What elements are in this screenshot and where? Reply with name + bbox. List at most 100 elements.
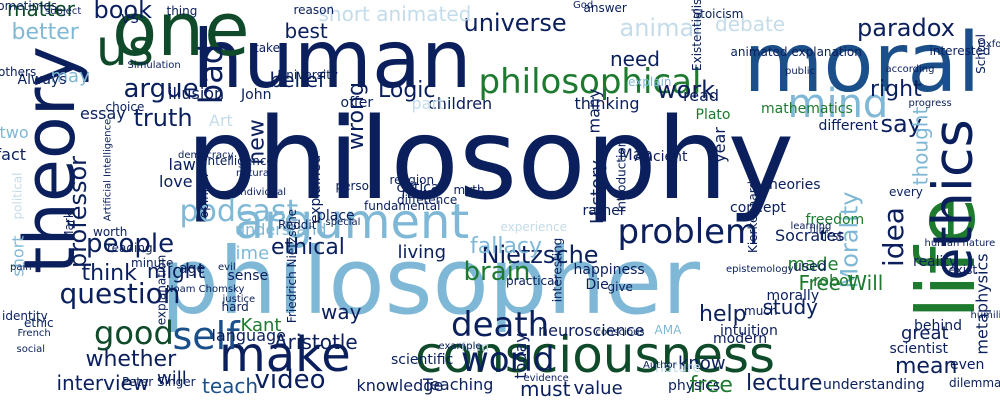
word: dilemma (949, 376, 1000, 390)
word: explain (628, 75, 672, 89)
word: freedom (805, 212, 865, 228)
word: teach (202, 374, 259, 398)
word: Oxford (978, 39, 1000, 50)
word: illusion (168, 84, 225, 103)
word: age (179, 261, 206, 277)
word: AMA (654, 323, 682, 337)
word: exist (948, 263, 978, 277)
word: difference (397, 193, 458, 207)
word: help (699, 302, 747, 327)
word: Artificial Intelligence (101, 118, 113, 222)
word: read (683, 86, 720, 105)
word: Stoicism (692, 7, 744, 21)
word: Intelligence (204, 154, 274, 168)
word: know (678, 353, 726, 374)
word: consciousness (415, 326, 776, 384)
word: film (809, 225, 829, 236)
word: Ancient (634, 149, 688, 165)
word: philosophical (478, 62, 702, 102)
word: Man (619, 145, 653, 164)
word: fallacy (470, 234, 543, 259)
word: belief (269, 68, 325, 92)
word: animal (619, 14, 701, 42)
word: myth (453, 183, 485, 197)
word: theories (763, 177, 821, 193)
word: reading (107, 241, 153, 255)
word: two (0, 123, 29, 142)
word: will (157, 368, 187, 389)
word: democracy (178, 150, 234, 161)
word: even (950, 357, 985, 373)
word: mind (787, 81, 889, 127)
word: Art (209, 111, 233, 130)
word: offer (340, 95, 374, 111)
word: practical (506, 274, 558, 288)
word: Kierkegaard (746, 180, 761, 254)
word: justice (222, 294, 256, 305)
word: intuition (720, 323, 778, 339)
word: many (584, 88, 603, 134)
word: behind (914, 318, 963, 334)
word: matter (7, 0, 75, 21)
word: universe (463, 9, 567, 37)
word: identity (2, 309, 48, 323)
word: essay (80, 104, 126, 123)
word: special (325, 217, 361, 228)
word: wrong (343, 82, 369, 150)
word: public (785, 66, 816, 77)
word: need (610, 47, 660, 71)
word: part (411, 94, 445, 113)
word: concept (730, 200, 786, 216)
word: value (573, 378, 623, 399)
word: philosophy (186, 95, 795, 225)
word: us (96, 19, 154, 77)
word: podcast (179, 194, 299, 229)
word: Aristotle (274, 330, 358, 354)
word: brain (463, 257, 531, 287)
word: evil (218, 262, 236, 273)
word: ethic (24, 316, 54, 330)
word: lecture (746, 371, 823, 396)
word: Teaching (423, 375, 494, 394)
word: social (16, 344, 46, 355)
word: minute (131, 256, 174, 270)
word: interview (56, 371, 150, 395)
word: self (172, 314, 240, 358)
word: must (520, 377, 571, 400)
word: made (787, 254, 839, 275)
word: animated explanation (730, 45, 862, 59)
word: modern (713, 331, 768, 347)
word: work (657, 76, 716, 104)
word: understand (235, 220, 327, 239)
word: knowledge (356, 376, 444, 395)
word: video (254, 365, 326, 395)
word: Nietzsche (481, 241, 599, 269)
word: scientific (391, 352, 454, 368)
word: sometimes (0, 0, 58, 13)
word: learning (790, 221, 832, 232)
word: study (762, 295, 818, 319)
word: book (93, 0, 153, 24)
word: human (192, 13, 472, 106)
word: Always (17, 72, 67, 88)
word: epistemology (726, 264, 794, 275)
word: might (147, 259, 206, 283)
word: answer (583, 1, 627, 15)
word: humility (970, 310, 1000, 321)
word: physics (668, 378, 721, 394)
word: conscious (595, 327, 645, 338)
word: paradox (857, 14, 955, 42)
word: mathematics (761, 101, 853, 117)
word: give (607, 280, 633, 294)
word: Simulation (127, 60, 181, 71)
word: take (254, 41, 280, 55)
word: rather (582, 203, 626, 219)
word: University (277, 68, 339, 82)
word: pain (10, 262, 32, 273)
word: free (689, 373, 733, 398)
word: critical (396, 180, 444, 196)
word: truth (133, 104, 193, 132)
word: now (401, 186, 431, 202)
word: one (112, 0, 250, 73)
